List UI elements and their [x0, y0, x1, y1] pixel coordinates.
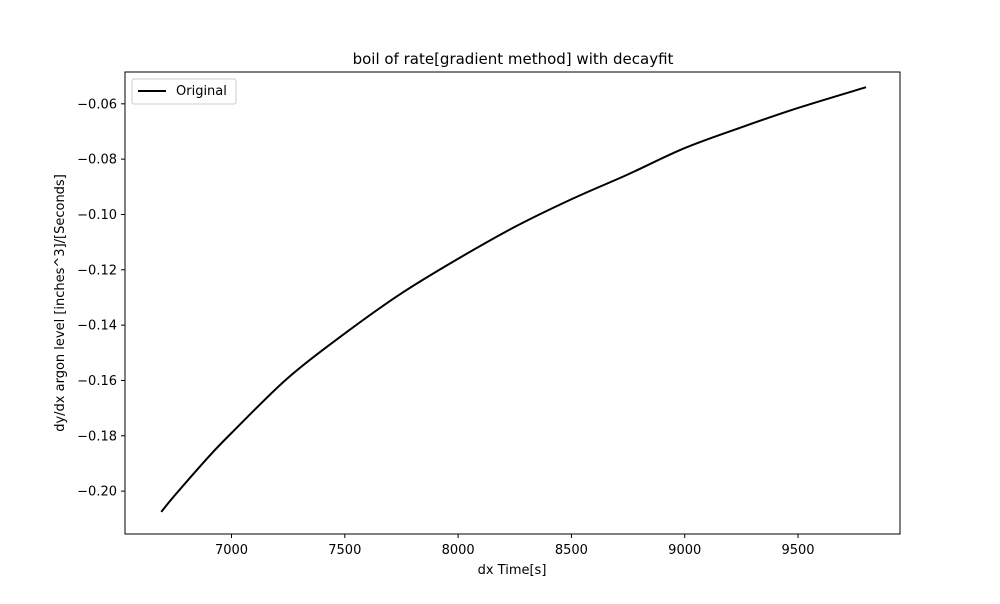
- y-tick-label: −0.06: [77, 97, 117, 112]
- plot-area: [124, 71, 901, 535]
- y-tick-label: −0.12: [77, 263, 117, 278]
- y-axis: −0.20 −0.18 −0.16 −0.14 −0.12 −0.10 −0.08 −0.06: [77, 97, 125, 500]
- y-tick-label: −0.18: [77, 429, 117, 444]
- y-axis-label: dy/dx argon level [inches^3]/[Seconds]: [53, 174, 68, 432]
- x-tick-label: 7500: [328, 543, 361, 558]
- x-axis-label: dx Time[s]: [478, 563, 547, 578]
- x-tick-label: 8000: [442, 543, 475, 558]
- x-tick-label: 9000: [668, 543, 701, 558]
- x-tick-label: 7000: [215, 543, 248, 558]
- y-tick-label: −0.20: [77, 485, 117, 500]
- x-tick-label: 8500: [555, 543, 588, 558]
- x-tick-label: 9500: [781, 543, 814, 558]
- legend-box: [131, 78, 237, 105]
- y-tick-label: −0.08: [77, 153, 117, 168]
- y-tick-label: −0.16: [77, 374, 117, 389]
- chart-title: boil of rate[gradient method] with decay…: [353, 50, 674, 68]
- y-tick-label: −0.14: [77, 319, 117, 334]
- y-tick-label: −0.10: [77, 208, 117, 223]
- series-layer: [160, 86, 867, 513]
- series-line-original: [160, 86, 867, 513]
- x-axis: 7000 7500 8000 8500 9000 9500: [215, 534, 815, 558]
- legend-label-original: Original: [176, 84, 227, 99]
- legend: Original: [131, 78, 237, 105]
